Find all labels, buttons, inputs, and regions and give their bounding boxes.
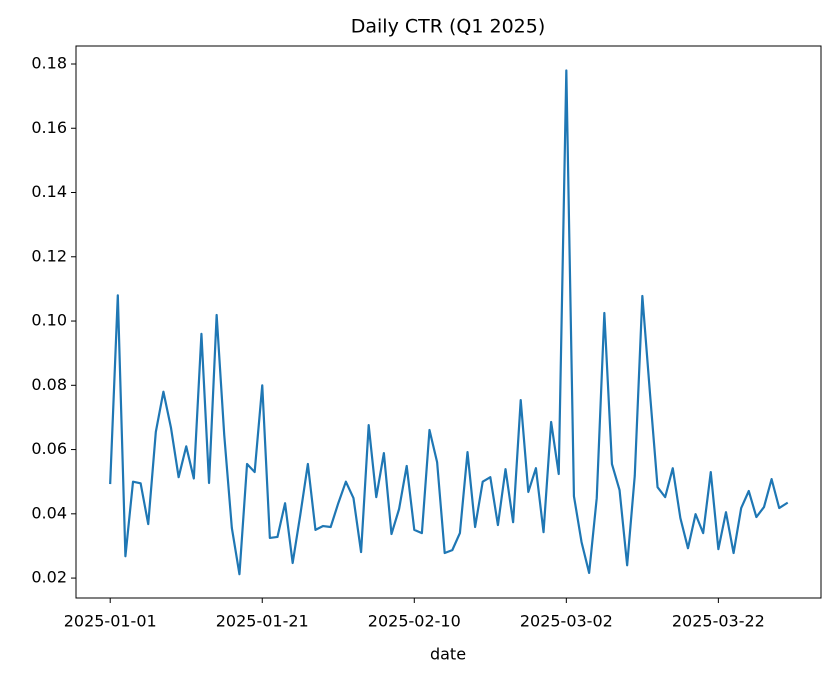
x-tick-label: 2025-01-21 (216, 612, 309, 631)
y-tick-label: 0.18 (31, 53, 67, 72)
y-tick-label: 0.14 (31, 182, 67, 201)
y-tick-label: 0.10 (31, 311, 67, 330)
x-axis-label: date (430, 645, 466, 664)
y-tick-label: 0.08 (31, 375, 67, 394)
chart-title: Daily CTR (Q1 2025) (351, 16, 546, 38)
plot-frame (75, 45, 822, 599)
x-tick-label: 2025-01-01 (64, 612, 157, 631)
data-line (109, 69, 789, 576)
y-tick-label: 0.02 (31, 568, 67, 587)
x-tick-label: 2025-02-10 (368, 612, 461, 631)
x-tick-label: 2025-03-02 (520, 612, 613, 631)
y-tick-label: 0.04 (31, 503, 67, 522)
y-tick-label: 0.06 (31, 439, 67, 458)
y-tick-label: 0.16 (31, 118, 67, 137)
x-tick-label: 2025-03-22 (672, 612, 765, 631)
y-tick-label: 0.12 (31, 246, 67, 265)
